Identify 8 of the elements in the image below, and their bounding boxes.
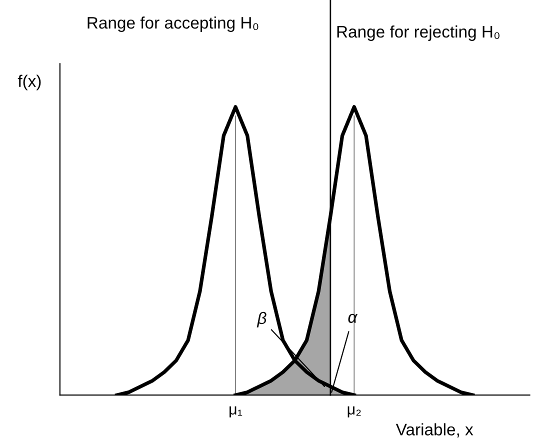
text: Range for rejecting H₀ [337, 25, 500, 41]
y-axis-title: f(x) [18, 74, 41, 90]
annotation: β [256, 312, 266, 328]
x-tick-label: μ₁ [230, 406, 242, 418]
annotation: α [348, 314, 358, 323]
x-tick-label: μ₂ [348, 406, 361, 418]
text: Range for accepting H₀ [88, 16, 258, 32]
x-axis-title: Variable, x [396, 423, 474, 438]
